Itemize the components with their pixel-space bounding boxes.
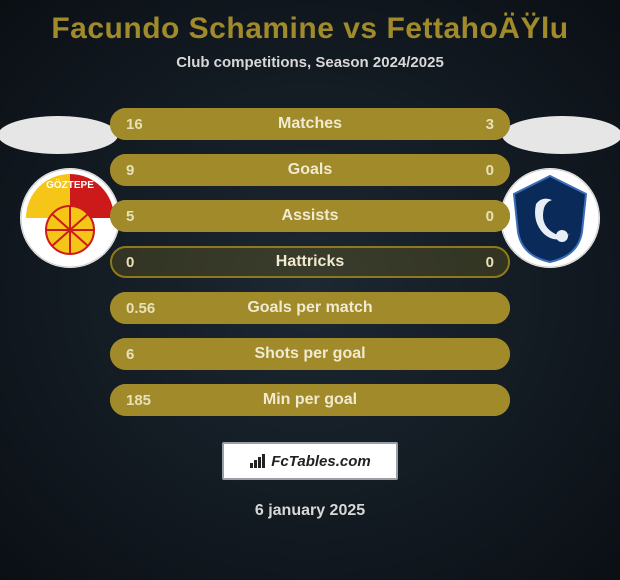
- ellipse-left: [0, 116, 118, 154]
- stat-left-number: 16: [126, 116, 143, 133]
- subtitle: Club competitions, Season 2024/2025: [0, 54, 620, 71]
- stat-left-number: 0.56: [126, 300, 155, 317]
- stat-row: 0 0 Hattricks: [110, 246, 510, 278]
- stat-left-number: 5: [126, 208, 134, 225]
- fctables-badge[interactable]: FcTables.com: [222, 442, 398, 480]
- player2-name: FettahoÄŸlu: [386, 12, 568, 45]
- stat-right-number: 0: [486, 162, 494, 179]
- stat-fill-right: [446, 108, 510, 140]
- stat-label: Goals per match: [247, 299, 372, 317]
- stat-label: Hattricks: [276, 253, 344, 271]
- stat-left-number: 6: [126, 346, 134, 363]
- vs-text: vs: [343, 12, 377, 45]
- stat-row: 185 Min per goal: [110, 384, 510, 416]
- stat-label: Goals: [288, 161, 332, 179]
- erzurumspor-icon: [500, 168, 600, 268]
- ellipse-right: [502, 116, 620, 154]
- stat-label: Min per goal: [263, 391, 357, 409]
- player1-name: Facundo Schamine: [51, 12, 334, 45]
- stat-row: 9 0 Goals: [110, 154, 510, 186]
- club-badge-left: GÖZTEPE: [20, 168, 120, 268]
- stat-left-number: 0: [126, 254, 134, 271]
- chart-up-icon: [249, 452, 267, 470]
- stat-row: 5 0 Assists: [110, 200, 510, 232]
- date-text: 6 january 2025: [255, 502, 365, 520]
- stat-row: 0.56 Goals per match: [110, 292, 510, 324]
- comparison-title: Facundo Schamine vs FettahoÄŸlu: [0, 0, 620, 46]
- club-badge-right: [500, 168, 600, 268]
- goztepe-icon: GÖZTEPE: [20, 168, 120, 268]
- stat-left-number: 9: [126, 162, 134, 179]
- stat-label: Assists: [282, 207, 339, 225]
- stat-right-number: 0: [486, 208, 494, 225]
- stat-label: Shots per goal: [254, 345, 365, 363]
- stat-row: 6 Shots per goal: [110, 338, 510, 370]
- stat-row: 16 3 Matches: [110, 108, 510, 140]
- fctables-label: FcTables.com: [271, 453, 370, 470]
- svg-text:GÖZTEPE: GÖZTEPE: [46, 178, 94, 191]
- stat-label: Matches: [278, 115, 342, 133]
- stat-right-number: 3: [486, 116, 494, 133]
- stat-right-number: 0: [486, 254, 494, 271]
- stat-left-number: 185: [126, 392, 151, 409]
- stats-column: 16 3 Matches 9 0 Goals 5 0 Assists 0 0 Hattricks 0.5…: [110, 108, 510, 430]
